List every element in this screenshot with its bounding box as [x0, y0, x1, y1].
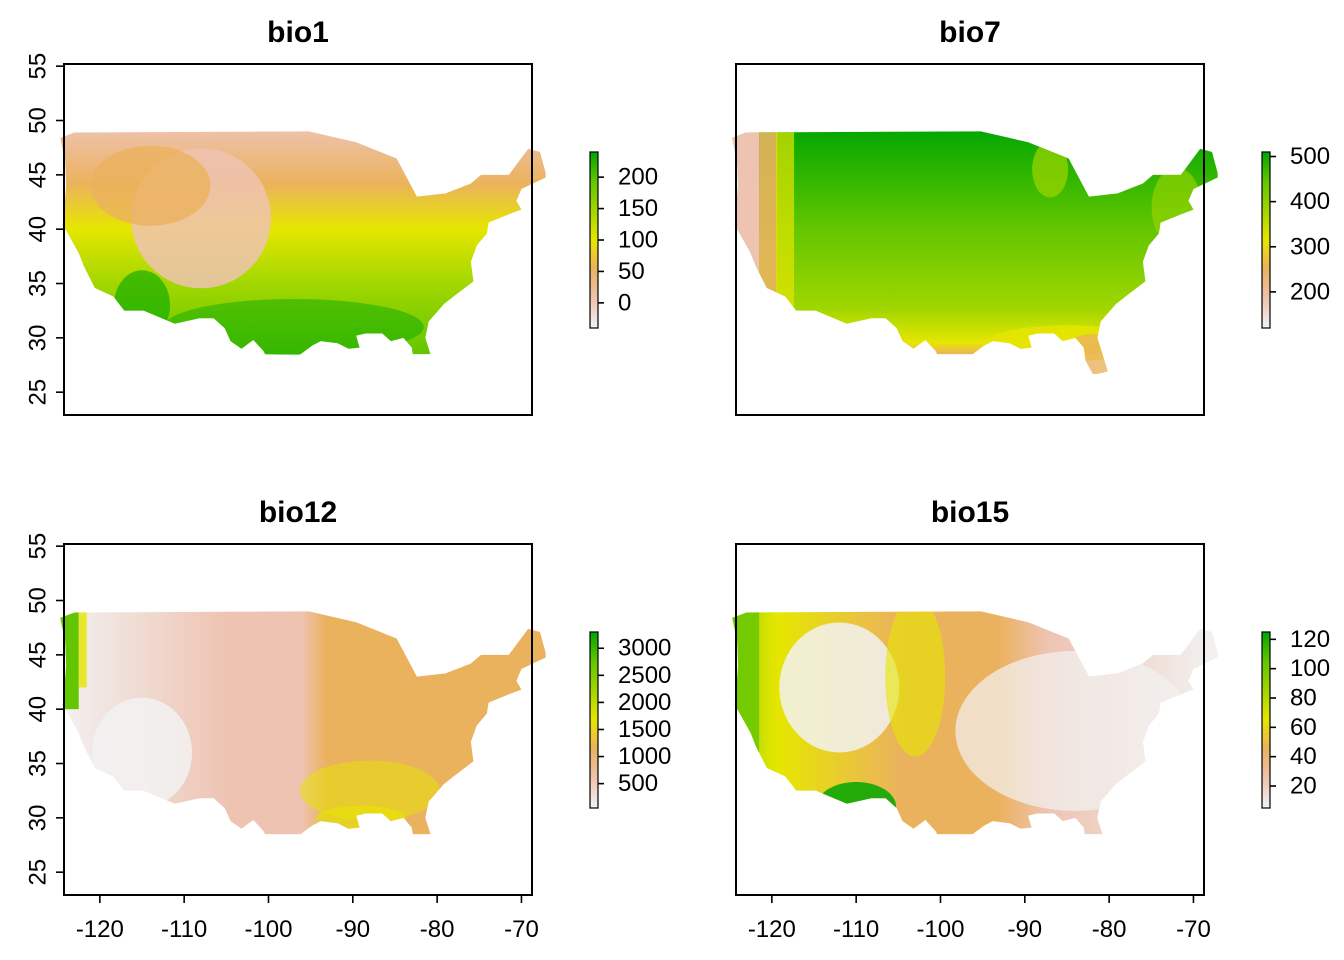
y-tick-label: 45 [25, 641, 52, 668]
legend-tick-label: 20 [1290, 773, 1317, 800]
y-tick-label: 25 [25, 859, 52, 886]
legend-tick-label: 100 [1290, 655, 1330, 682]
legend-tick-label: 2000 [618, 689, 671, 716]
legend-tick-label: 50 [618, 258, 645, 285]
panel-title: bio1 [267, 16, 329, 49]
legend-tick-label: 500 [618, 770, 658, 797]
y-tick-label: 30 [25, 804, 52, 831]
raster-layer [732, 131, 1218, 391]
y-tick-label: 55 [25, 533, 52, 560]
legend-tick-label: 400 [1290, 188, 1330, 215]
legend-tick-label: 80 [1290, 685, 1317, 712]
legend-tick-label: 300 [1290, 233, 1330, 260]
legend-colorbar [589, 151, 599, 329]
x-tick-label: -100 [916, 916, 964, 943]
legend-tick-label: 120 [1290, 626, 1330, 653]
panel-title: bio7 [939, 16, 1001, 49]
plot-frame [63, 63, 533, 416]
y-tick-label: 30 [25, 324, 52, 351]
plot-frame [63, 543, 533, 896]
y-tick-label: 25 [25, 379, 52, 406]
legend-tick-label: 60 [1290, 714, 1317, 741]
legend-colorbar [589, 631, 599, 809]
y-tick-label: 35 [25, 270, 52, 297]
raster-layer [732, 611, 1218, 871]
x-tick-label: -120 [76, 916, 124, 943]
plot-frame [735, 543, 1205, 896]
legend-tick-label: 1000 [618, 743, 671, 770]
y-tick-label: 45 [25, 161, 52, 188]
raster-layer [60, 131, 546, 355]
x-tick-label: -120 [748, 916, 796, 943]
y-tick-label: 55 [25, 53, 52, 80]
map-panel-bio12: bio12 25 30 35 40 45 50 55 -120 -110 -100 -90 -80 -70… [25, 496, 672, 943]
x-tick-label: -70 [1176, 916, 1211, 943]
legend-tick-label: 150 [618, 195, 658, 222]
legend-tick-label: 40 [1290, 743, 1317, 770]
x-tick-label: -90 [1007, 916, 1042, 943]
plot-frame [735, 63, 1205, 416]
legend-tick-label: 3000 [618, 635, 671, 662]
legend-colorbar [1261, 631, 1271, 809]
legend-colorbar [1261, 151, 1271, 329]
map-panel-bio1: bio1 25 30 35 40 45 50 55 200 150 100 50 0 [25, 16, 658, 416]
x-tick-label: -110 [161, 916, 207, 943]
legend-tick-label: 2500 [618, 662, 671, 689]
legend-tick-label: 500 [1290, 143, 1330, 170]
map-panel-bio7: bio7 500 400 300 200 [732, 16, 1330, 416]
legend-tick-label: 200 [1290, 278, 1330, 305]
raster-layer [60, 611, 546, 835]
panel-title: bio15 [931, 496, 1009, 529]
legend-tick-label: 200 [618, 164, 658, 191]
panel-title: bio12 [259, 496, 337, 529]
legend-tick-label: 1500 [618, 716, 671, 743]
x-tick-label: -110 [833, 916, 879, 943]
y-tick-label: 40 [25, 696, 52, 723]
y-tick-label: 50 [25, 587, 52, 614]
x-tick-label: -80 [420, 916, 455, 943]
legend-tick-label: 0 [618, 289, 631, 316]
legend-tick-label: 100 [618, 227, 658, 254]
y-tick-label: 40 [25, 216, 52, 243]
y-tick-label: 35 [25, 750, 52, 777]
x-tick-label: -70 [504, 916, 539, 943]
x-tick-label: -90 [335, 916, 370, 943]
x-tick-label: -80 [1092, 916, 1127, 943]
x-tick-label: -100 [244, 916, 292, 943]
y-tick-label: 50 [25, 107, 52, 134]
